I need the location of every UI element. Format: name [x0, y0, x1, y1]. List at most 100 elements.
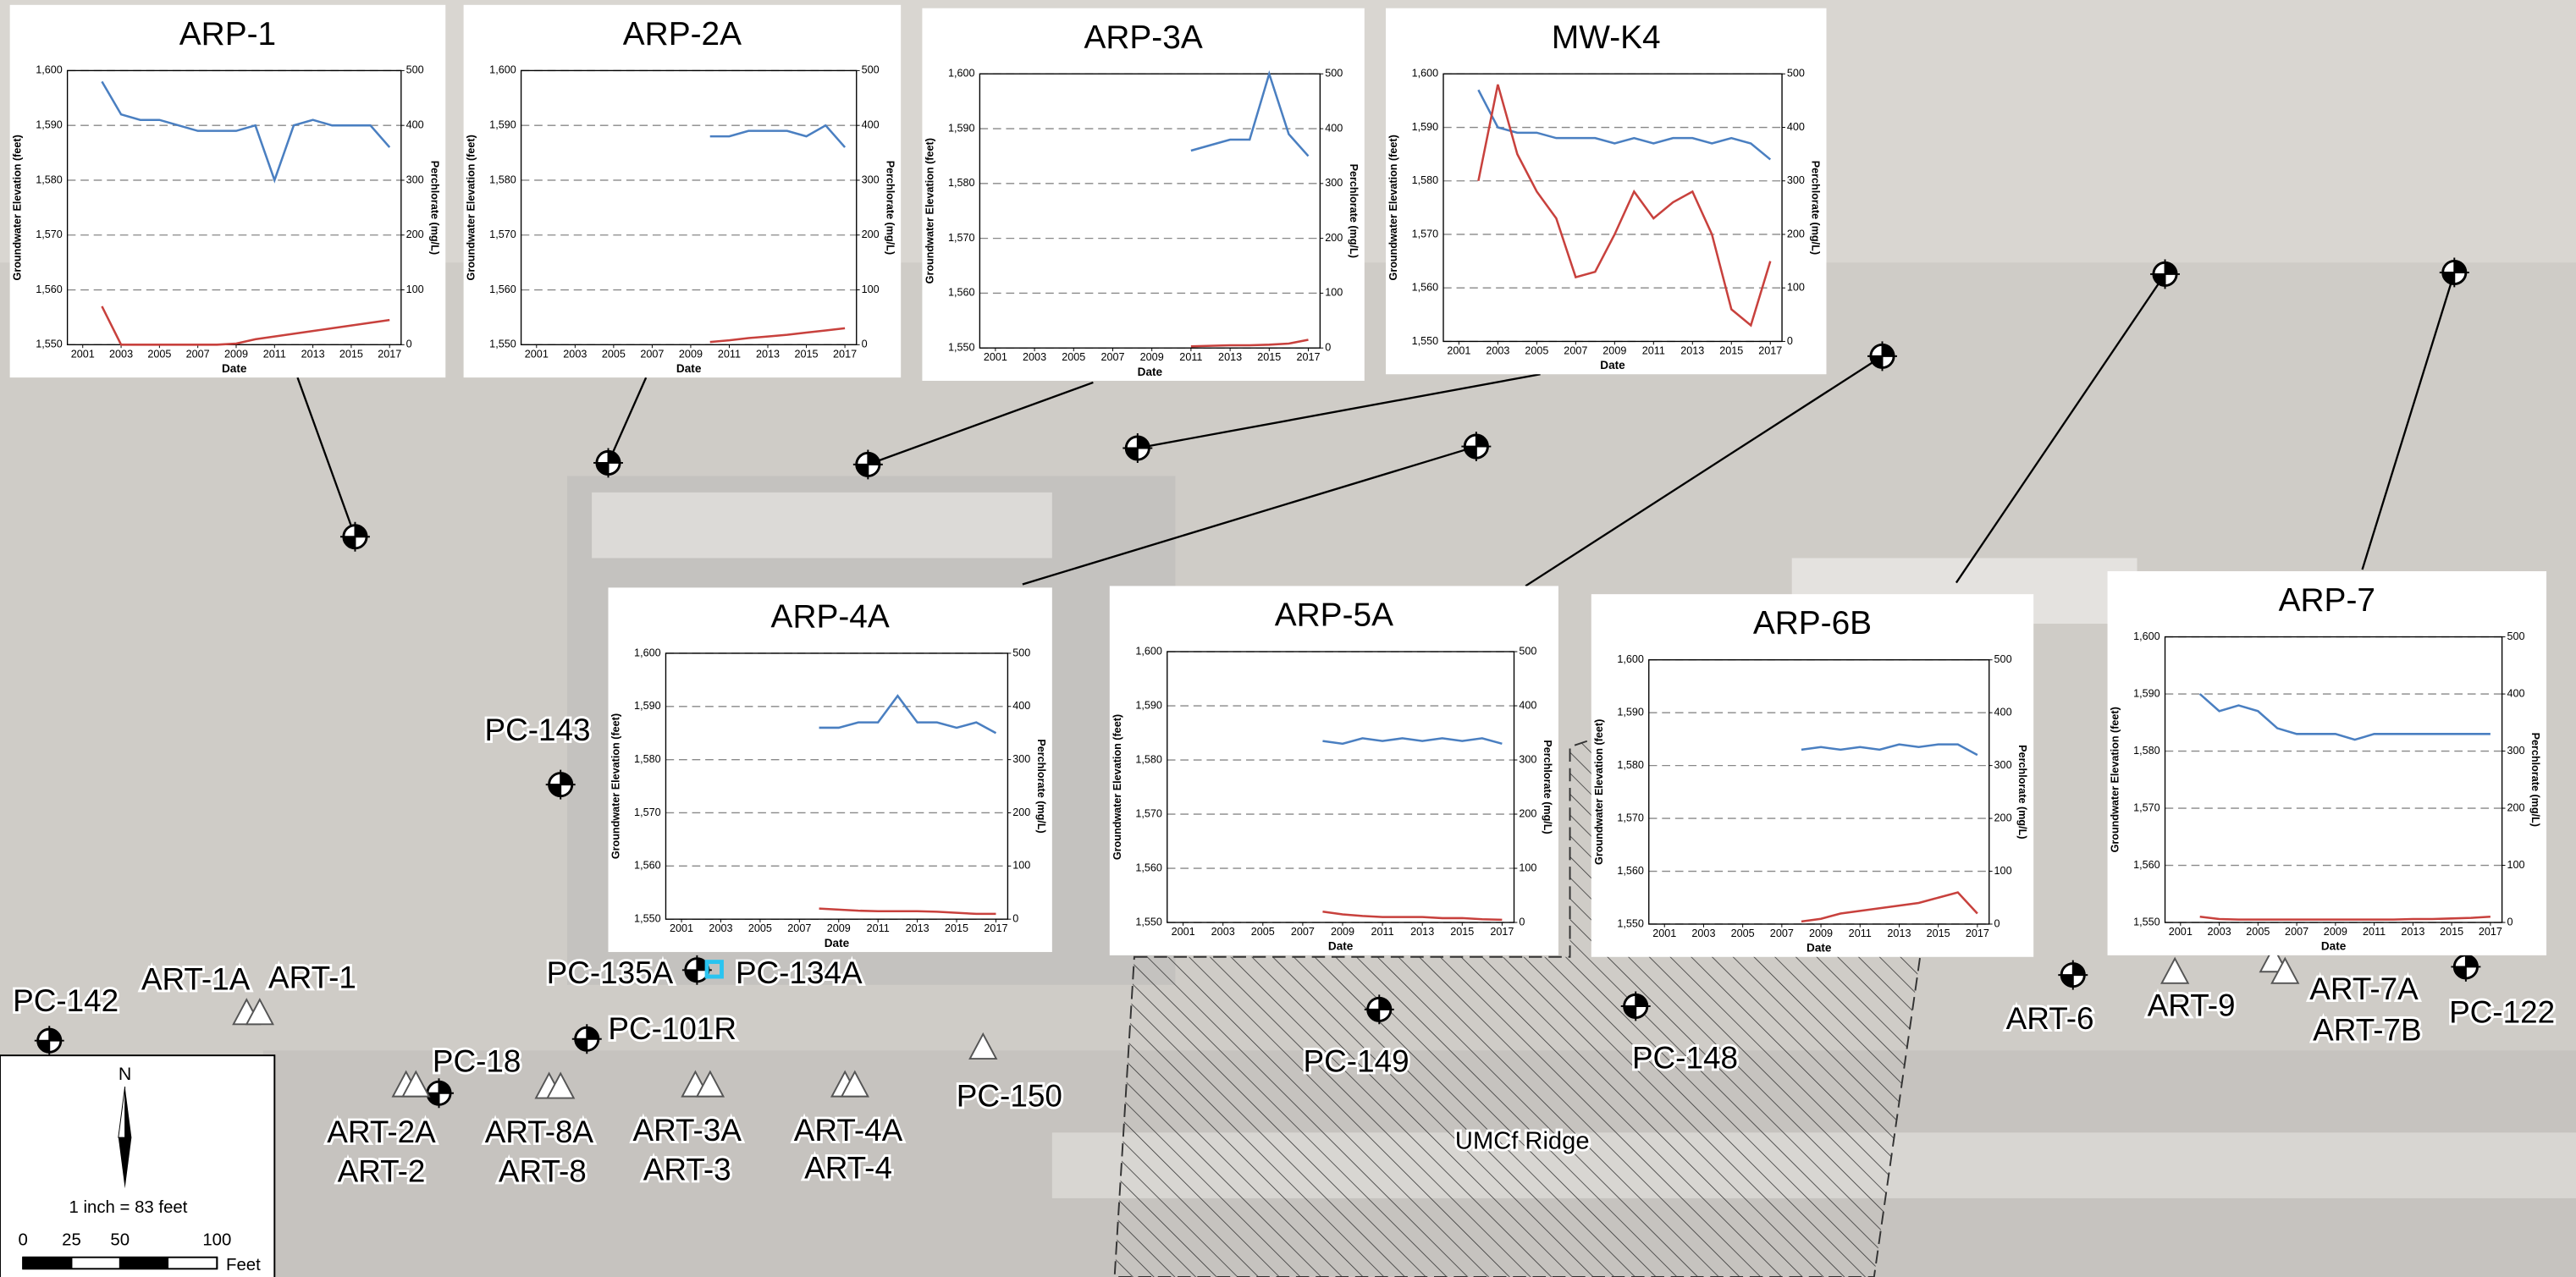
- y2-tick-label: 0: [1325, 342, 1331, 354]
- chart-panel: [464, 5, 902, 377]
- y-tick-label: 1,590: [36, 119, 63, 131]
- x-tick-label: 2013: [1680, 344, 1704, 356]
- y2-tick-label: 200: [1012, 806, 1030, 818]
- y-tick-label: 1,600: [2133, 630, 2160, 642]
- x-tick-label: 2015: [1450, 926, 1474, 938]
- y-tick-label: 1,560: [634, 860, 661, 872]
- y2-tick-label: 300: [1012, 753, 1030, 765]
- well-label: ART-2: [338, 1154, 426, 1189]
- y2-tick-label: 100: [1325, 287, 1343, 299]
- x-tick-label: 2011: [263, 348, 286, 360]
- x-tick-label: 2013: [1410, 926, 1434, 938]
- y-tick-label: 1,560: [948, 287, 975, 299]
- legend-box: [0, 1055, 274, 1277]
- y2-axis-label: Perchlorate (mg/L): [1035, 739, 1047, 833]
- chart-title: ARP-2A: [623, 16, 742, 52]
- x-tick-label: 2007: [1770, 927, 1794, 939]
- y2-axis-label: Perchlorate (mg/L): [2016, 745, 2028, 839]
- y-tick-label: 1,600: [36, 64, 63, 76]
- well-label: ART-7B: [2313, 1013, 2421, 1048]
- y2-tick-label: 0: [2507, 916, 2513, 927]
- y-tick-label: 1,580: [489, 173, 516, 185]
- y2-tick-label: 100: [1787, 282, 1805, 294]
- x-tick-label: 2009: [1809, 927, 1833, 939]
- y2-tick-label: 100: [406, 283, 424, 295]
- well-label: ART-1: [268, 961, 356, 995]
- x-tick-label: 2005: [1525, 344, 1548, 356]
- x-axis-label: Date: [1138, 366, 1163, 378]
- y-axis-label: Groundwater Elevation (feet): [12, 135, 24, 280]
- x-tick-label: 2009: [679, 348, 703, 360]
- y-tick-label: 1,550: [948, 342, 975, 354]
- scale-tick-label: 50: [110, 1231, 130, 1250]
- y2-tick-label: 300: [1519, 753, 1536, 765]
- well-label: ART-3: [643, 1153, 731, 1187]
- y-axis-label: Groundwater Elevation (feet): [466, 135, 477, 280]
- x-axis-label: Date: [1328, 940, 1354, 953]
- well-label: ART-1A: [141, 962, 251, 997]
- well-label: PC-142: [13, 983, 119, 1018]
- well-label: PC-134A: [736, 955, 863, 990]
- y-tick-label: 1,600: [634, 647, 661, 658]
- x-tick-label: 2011: [718, 348, 741, 360]
- y2-tick-label: 500: [1787, 68, 1805, 80]
- x-axis-label: Date: [2321, 940, 2347, 953]
- x-axis-label: Date: [1807, 942, 1832, 955]
- well-label: ART-2A: [327, 1115, 436, 1149]
- y-tick-label: 1,580: [634, 753, 661, 765]
- y2-axis-label: Perchlorate (mg/L): [2529, 733, 2541, 827]
- x-tick-label: 2011: [867, 922, 890, 934]
- y2-tick-label: 200: [862, 228, 880, 240]
- x-tick-label: 2005: [1251, 926, 1275, 938]
- y2-tick-label: 100: [1519, 861, 1536, 873]
- y-tick-label: 1,570: [634, 806, 661, 818]
- y-tick-label: 1,560: [1617, 865, 1644, 877]
- chart-panel: [2108, 571, 2546, 955]
- y2-tick-label: 500: [862, 64, 880, 76]
- y-tick-label: 1,550: [2133, 916, 2160, 927]
- well-label: PC-149: [1304, 1044, 1409, 1079]
- y-tick-label: 1,600: [1412, 68, 1439, 80]
- x-tick-label: 2003: [1486, 344, 1509, 356]
- x-tick-label: 2009: [1331, 926, 1354, 938]
- well-label: PC-148: [1632, 1041, 1738, 1076]
- x-tick-label: 2013: [756, 348, 780, 360]
- well-label: ART-6: [2006, 1001, 2094, 1036]
- well-label: ART-4: [804, 1151, 892, 1186]
- y2-tick-label: 200: [1787, 228, 1805, 239]
- y-tick-label: 1,590: [2133, 687, 2160, 699]
- chart-panel: [922, 8, 1364, 381]
- x-tick-label: 2001: [670, 922, 693, 934]
- y2-tick-label: 200: [1325, 232, 1343, 244]
- y-tick-label: 1,560: [1412, 282, 1439, 294]
- x-tick-label: 2007: [186, 348, 210, 360]
- y2-tick-label: 300: [862, 173, 880, 185]
- x-tick-label: 2011: [1849, 927, 1872, 939]
- x-tick-label: 2005: [1062, 351, 1085, 363]
- x-tick-label: 2007: [640, 348, 664, 360]
- x-tick-label: 2003: [2208, 926, 2231, 938]
- y2-axis-label: Perchlorate (mg/L): [1810, 161, 1822, 255]
- y-axis-label: Groundwater Elevation (feet): [1387, 135, 1399, 280]
- x-tick-label: 2017: [1758, 344, 1782, 356]
- y-tick-label: 1,580: [1412, 174, 1439, 186]
- x-tick-label: 2005: [602, 348, 626, 360]
- chart-title: ARP-5A: [1275, 597, 1393, 634]
- y-tick-label: 1,570: [948, 232, 975, 244]
- y2-tick-label: 100: [862, 283, 880, 295]
- y-tick-label: 1,580: [36, 173, 63, 185]
- y2-tick-label: 100: [1994, 865, 2012, 877]
- x-tick-label: 2003: [1023, 351, 1046, 363]
- y2-tick-label: 500: [406, 64, 424, 76]
- y2-tick-label: 300: [2507, 745, 2524, 757]
- y2-tick-label: 300: [1787, 174, 1805, 186]
- x-tick-label: 2015: [1927, 927, 1950, 939]
- well-label: PC-101R: [608, 1011, 736, 1046]
- y-tick-label: 1,600: [1135, 645, 1162, 657]
- roof: [592, 493, 1052, 559]
- y2-axis-label: Perchlorate (mg/L): [1542, 740, 1553, 834]
- y2-tick-label: 400: [2507, 687, 2524, 699]
- y-axis-label: Groundwater Elevation (feet): [1593, 719, 1605, 865]
- y-tick-label: 1,600: [948, 68, 975, 80]
- x-tick-label: 2001: [984, 351, 1007, 363]
